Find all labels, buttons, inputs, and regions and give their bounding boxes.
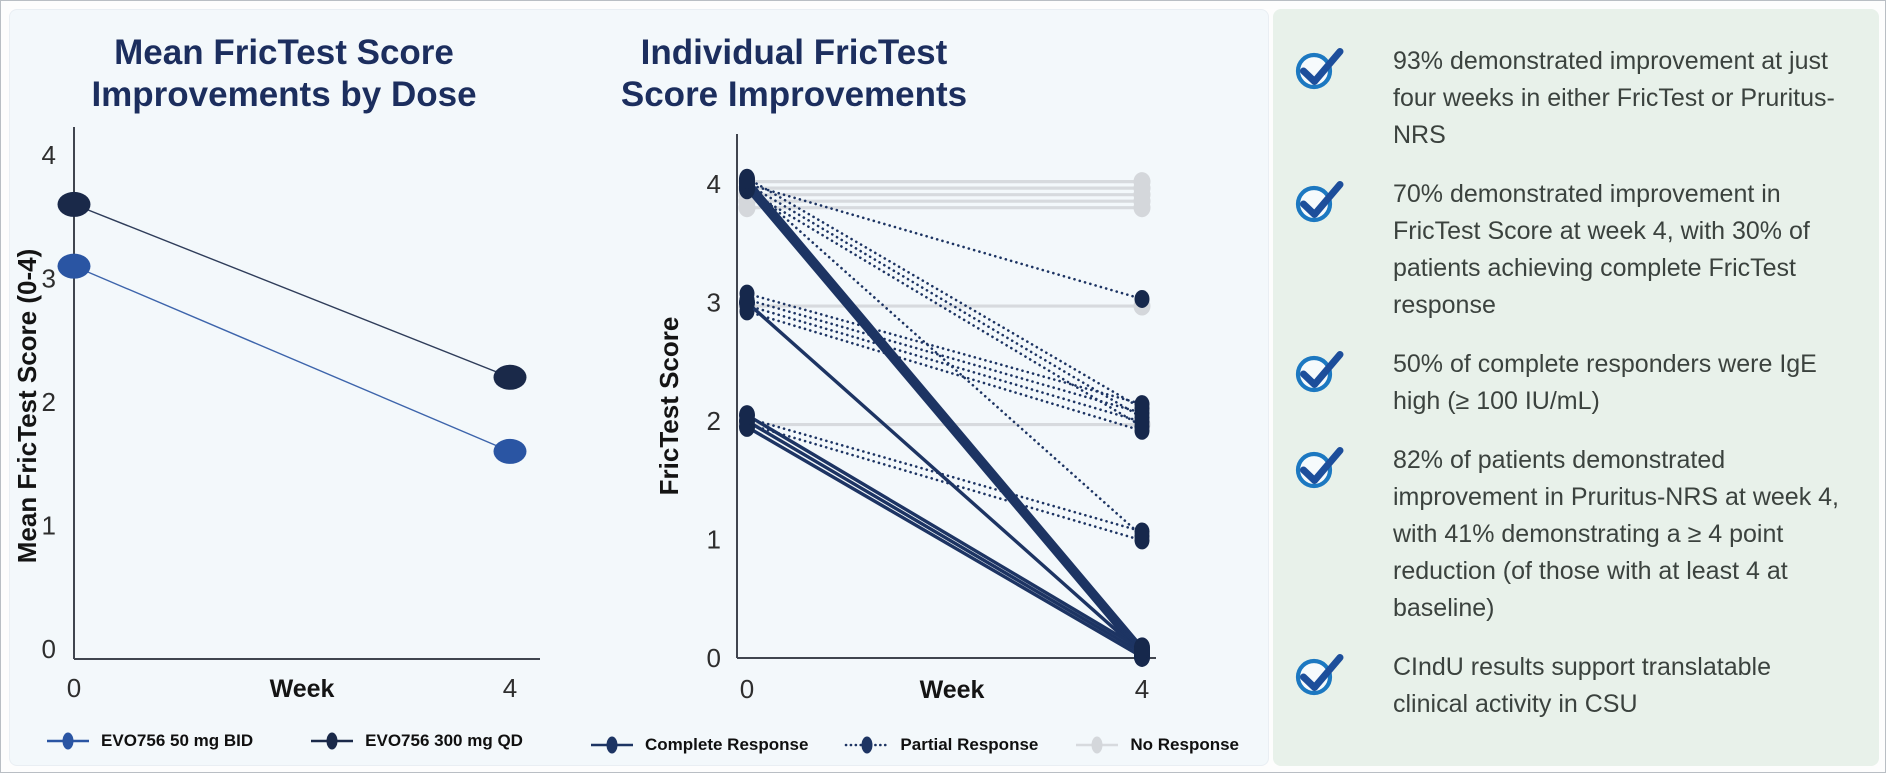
svg-text:1: 1 xyxy=(42,511,56,541)
legend-item-50mg-bid: EVO756 50 mg BID xyxy=(45,731,253,751)
circled-checkmark-icon xyxy=(1295,447,1344,489)
legend-item-300mg-qd: EVO756 300 mg QD xyxy=(309,731,523,751)
svg-text:2: 2 xyxy=(707,406,721,436)
legend-marker-icon xyxy=(311,732,354,750)
svg-text:2: 2 xyxy=(42,387,56,417)
insight-text: 50% of complete responders were IgE high… xyxy=(1393,350,1817,415)
insight-bullet-1: 93% demonstrated improvement at just fou… xyxy=(1295,43,1853,154)
mean-chart-title-line1: Mean FricTest Score xyxy=(114,33,454,72)
circled-checkmark-icon xyxy=(1295,181,1344,223)
insight-bullet-5: CIndU results support translatable clini… xyxy=(1295,649,1853,723)
legend-item-complete-response: Complete Response xyxy=(589,735,808,755)
circled-checkmark-icon xyxy=(1295,654,1344,696)
legend-label: EVO756 50 mg BID xyxy=(101,731,254,750)
mean-frictest-chart: Mean FricTest Score Improvements by Dose … xyxy=(10,10,558,767)
svg-text:0: 0 xyxy=(67,673,81,703)
legend-marker-icon xyxy=(1076,736,1119,754)
svg-text:Week: Week xyxy=(270,675,335,703)
insight-bullet-3: 50% of complete responders were IgE high… xyxy=(1295,346,1853,420)
insight-bullet-4: 82% of patients demonstrated improvement… xyxy=(1295,442,1853,627)
legend-item-no-response: No Response xyxy=(1074,735,1239,755)
legend-label: Complete Response xyxy=(644,735,809,754)
insight-bullet-2: 70% demonstrated improvement in FricTest… xyxy=(1295,176,1853,324)
legend-item-partial-response: Partial Response xyxy=(844,735,1038,755)
mean-chart-plot: 4 3 2 1 00 4 Week Mean FricTest Score (0-4) xyxy=(12,127,540,703)
svg-text:1: 1 xyxy=(707,525,721,555)
svg-text:Week: Week xyxy=(920,676,985,704)
legend-marker-icon xyxy=(47,732,90,750)
insight-text: 70% demonstrated improvement in FricTest… xyxy=(1393,180,1810,319)
legend-label: EVO756 300 mg QD xyxy=(365,731,523,750)
individual-chart-legend: Complete Response Partial Response No Resp… xyxy=(558,735,1270,755)
legend-label: No Response xyxy=(1130,735,1240,754)
svg-text:3: 3 xyxy=(707,288,721,318)
circled-checkmark-icon xyxy=(1295,351,1344,393)
svg-text:0: 0 xyxy=(740,674,754,704)
svg-text:3: 3 xyxy=(42,264,56,294)
individual-chart-title: Individual FricTest Score Improvements xyxy=(564,32,1024,116)
svg-text:FricTest Score: FricTest Score xyxy=(654,317,684,496)
svg-text:4: 4 xyxy=(707,169,721,199)
circled-checkmark-icon xyxy=(1295,48,1344,90)
insights-bullet-list: 93% demonstrated improvement at just fou… xyxy=(1273,9,1879,723)
insights-panel: 93% demonstrated improvement at just fou… xyxy=(1273,9,1879,766)
mean-chart-title-line2: Improvements by Dose xyxy=(91,75,477,114)
individual-chart-title-line2: Score Improvements xyxy=(620,75,968,114)
insight-text: 93% demonstrated improvement at just fou… xyxy=(1393,47,1835,149)
svg-text:Mean FricTest Score (0-4): Mean FricTest Score (0-4) xyxy=(12,249,42,564)
charts-card: Mean FricTest Score Improvements by Dose … xyxy=(9,9,1269,766)
individual-chart-title-line1: Individual FricTest xyxy=(640,33,948,72)
svg-text:4: 4 xyxy=(503,673,517,703)
svg-text:4: 4 xyxy=(42,140,56,170)
mean-chart-legend: EVO756 50 mg BID EVO756 300 mg QD xyxy=(10,731,558,751)
insight-text: CIndU results support translatable clini… xyxy=(1393,653,1771,718)
svg-text:4: 4 xyxy=(1135,674,1149,704)
svg-text:0: 0 xyxy=(707,643,721,673)
legend-label: Partial Response xyxy=(900,735,1039,754)
legend-marker-icon xyxy=(590,736,633,754)
individual-chart-plot: 4 3 2 1 00 4 Week FricTest Score xyxy=(654,134,1156,704)
individual-frictest-chart: Individual FricTest Score Improvements 4 3… xyxy=(558,10,1270,767)
insight-text: 82% of patients demonstrated improvement… xyxy=(1393,446,1839,622)
mean-chart-title: Mean FricTest Score Improvements by Dose xyxy=(38,32,530,116)
svg-text:0: 0 xyxy=(42,634,56,664)
legend-marker-icon xyxy=(845,736,890,754)
